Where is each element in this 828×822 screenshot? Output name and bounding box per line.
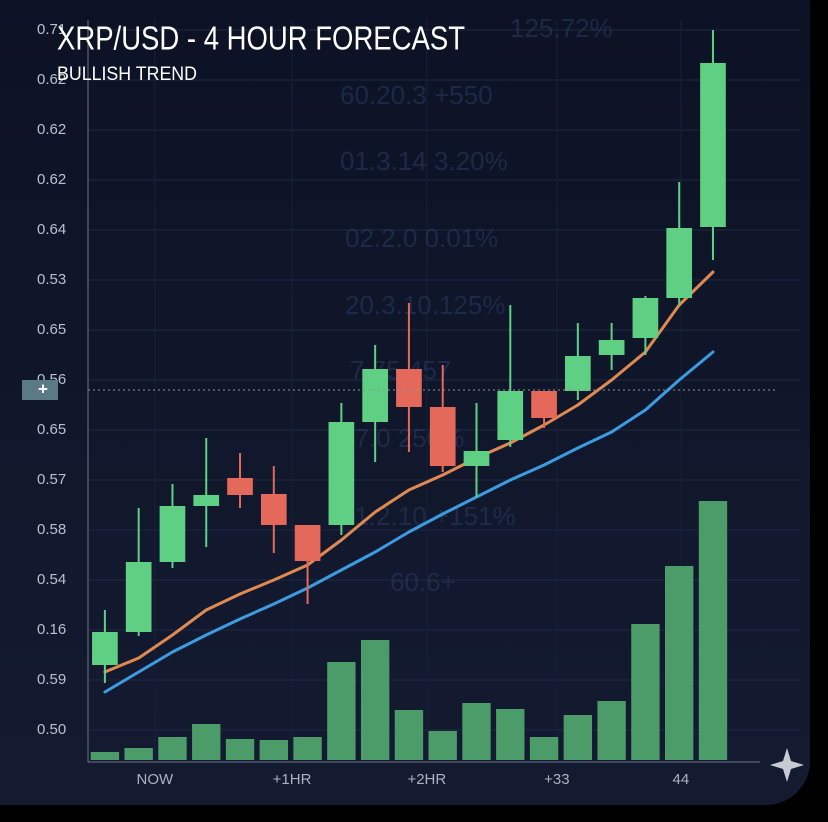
sparkle-icon xyxy=(770,748,804,782)
volume-bar xyxy=(428,731,457,760)
volume-bar xyxy=(597,701,626,760)
volume-bar xyxy=(698,501,728,760)
y-tick-label: 0.59 xyxy=(37,671,66,688)
watermark-text: 60.20.3 +550 xyxy=(340,80,493,110)
candle-body xyxy=(193,495,220,506)
candle-body xyxy=(125,562,152,632)
volume-bar xyxy=(293,737,322,760)
candle-layer xyxy=(92,30,726,683)
candle-body xyxy=(92,632,118,665)
y-tick-label: 0.62 xyxy=(37,71,66,88)
candle-body xyxy=(700,63,726,227)
x-tick-label: +1HR xyxy=(273,771,312,788)
candle-body xyxy=(598,340,625,355)
x-tick-label: +2HR xyxy=(407,771,446,788)
candle-body xyxy=(531,391,557,418)
moving-average-line xyxy=(103,270,715,674)
x-tick-label: +33 xyxy=(544,771,569,788)
moving-average-line xyxy=(103,350,715,694)
volume-bar xyxy=(259,740,288,760)
x-tick-label: NOW xyxy=(137,771,175,788)
line-layer xyxy=(103,270,715,694)
candle-body xyxy=(159,506,186,562)
volume-bar xyxy=(327,662,356,760)
candle-body xyxy=(396,369,422,407)
volume-bar xyxy=(529,737,559,760)
y-tick-label: 0.57 xyxy=(37,471,66,488)
y-tick-label: 0.65 xyxy=(37,421,66,438)
volume-bar xyxy=(563,715,593,760)
watermark-text: 01.2.10 +151% xyxy=(340,501,516,531)
volume-bar xyxy=(496,709,525,760)
volume-bar xyxy=(462,703,491,760)
watermark-text: 01.3.14 3.20% xyxy=(340,146,508,176)
watermark-text: 20.3.10.125% xyxy=(345,290,505,320)
crosshair-badge xyxy=(22,380,58,400)
candle-body xyxy=(497,391,524,440)
y-tick-label: 0.58 xyxy=(37,521,66,538)
watermark-text: 125.72% xyxy=(510,13,613,43)
volume-bar xyxy=(192,724,221,760)
y-tick-label: 0.53 xyxy=(37,271,66,288)
volume-layer xyxy=(90,501,728,760)
y-tick-label: 0.62 xyxy=(37,121,66,138)
watermark-text: 02.2.0 0.01% xyxy=(345,223,498,253)
candle-body xyxy=(565,356,591,391)
volume-bar xyxy=(124,748,153,760)
axis-layer: 0.710.620.620.620.640.530.650.560.650.57… xyxy=(22,20,778,788)
y-tick-label: 0.65 xyxy=(37,321,66,338)
volume-bar xyxy=(665,566,694,760)
volume-bar xyxy=(360,640,390,760)
candle-body xyxy=(260,494,287,525)
crosshair-label: + xyxy=(38,379,48,398)
y-tick-label: 0.64 xyxy=(37,221,66,238)
watermark-text: 60.6+ xyxy=(390,567,456,597)
chart-title: XRP/USD - 4 HOUR FORECAST xyxy=(57,20,465,57)
volume-bar xyxy=(394,710,424,760)
volume-bar xyxy=(225,739,255,760)
y-tick-label: 0.71 xyxy=(37,21,66,38)
volume-bar xyxy=(90,752,120,760)
x-tick-label: 44 xyxy=(673,771,690,788)
candle-body xyxy=(227,478,253,495)
y-tick-label: 0.16 xyxy=(37,621,66,638)
candle-body xyxy=(294,525,321,561)
candle-body xyxy=(463,451,490,466)
chart-subtitle: BULLISH TREND xyxy=(57,64,197,85)
candle-body xyxy=(328,422,355,525)
y-tick-label: 0.62 xyxy=(37,171,66,188)
volume-bar xyxy=(631,624,660,760)
y-tick-label: 0.54 xyxy=(37,571,66,588)
candle-body xyxy=(429,407,456,466)
y-tick-label: 0.50 xyxy=(37,721,66,738)
candle-body xyxy=(666,228,693,298)
candle-body xyxy=(632,298,659,338)
volume-bar xyxy=(158,737,187,760)
candle-body xyxy=(362,369,388,422)
